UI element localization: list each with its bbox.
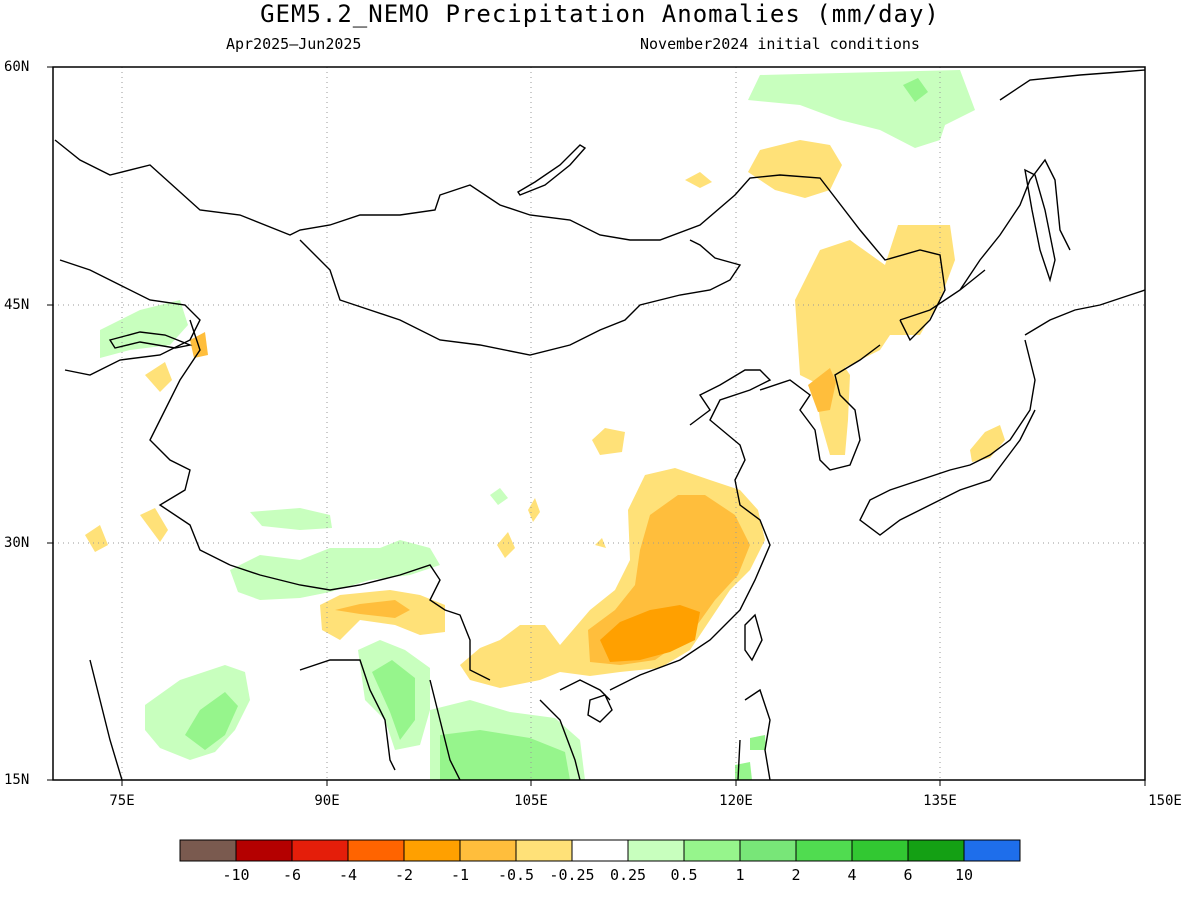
coast-philippines — [737, 688, 771, 780]
dry-patch-pakistan — [140, 508, 168, 542]
map-frame — [52, 66, 1146, 781]
colorbar-tick-label: 6 — [903, 866, 913, 884]
wet-patch-luzon — [750, 735, 766, 750]
lat-label-45n: 45N — [4, 297, 30, 313]
coast-japan — [859, 289, 1145, 536]
border-china-west — [149, 319, 231, 566]
initial-conditions-label: November2024 initial conditions — [640, 35, 920, 53]
colorbar — [179, 839, 1021, 862]
coast-korea — [759, 344, 881, 471]
colorbar-swatch — [347, 839, 405, 862]
lon-label-120e: 120E — [719, 793, 753, 809]
wet-patch-tibet-north — [250, 508, 332, 530]
dry-patch-kazakh-west — [145, 362, 172, 392]
lon-label-75e: 75E — [109, 793, 135, 809]
colorbar-swatch — [459, 839, 517, 862]
colorbar-tick-label: -10 — [222, 866, 250, 884]
colorbar-swatch — [963, 839, 1021, 862]
lat-label-15n: 15N — [4, 772, 30, 788]
border-himalaya — [229, 564, 491, 681]
dry-patch-sichuan-small-2 — [528, 498, 540, 522]
lake-balkhash — [108, 331, 193, 349]
dry-patch-lake-baikal-east — [748, 140, 842, 198]
colorbar-tick-label: -4 — [338, 866, 358, 884]
coast-taiwan — [744, 613, 763, 662]
coast-russia-pacific — [899, 69, 1145, 321]
colorbar-tick-label: -6 — [282, 866, 302, 884]
colorbar-swatch — [683, 839, 741, 862]
wet-patch-northeast-siberia-core — [903, 78, 928, 102]
colorbar-tick-label: 4 — [847, 866, 857, 884]
coast-china-east — [609, 369, 772, 691]
dry-patch-korea-core — [808, 368, 836, 412]
colorbar-swatch — [291, 839, 349, 862]
dry-patch-afghanistan — [85, 525, 108, 552]
wet-patch-india-core — [185, 692, 238, 750]
colorbar-tick-label: 1 — [735, 866, 745, 884]
colorbar-swatch — [403, 839, 461, 862]
colorbar-swatch — [907, 839, 965, 862]
dry-patch-sichuan-small — [497, 532, 515, 558]
coastlines-borders — [54, 69, 1145, 780]
border-kazakhstan — [59, 259, 201, 376]
colorbar-swatch — [235, 839, 293, 862]
colorbar-swatch — [179, 839, 237, 862]
lake-baikal — [517, 144, 587, 196]
colorbar-swatch — [627, 839, 685, 862]
lon-label-135e: 135E — [923, 793, 957, 809]
lon-label-105e: 105E — [514, 793, 548, 809]
wet-patch-indochina-core — [440, 730, 570, 780]
colorbar-swatch — [571, 839, 629, 862]
wet-patch-myanmar-core — [372, 660, 415, 740]
coast-sakhalin — [1024, 168, 1056, 283]
dry-patch-yunnan-small — [595, 538, 606, 548]
colorbar-swatch — [515, 839, 573, 862]
colorbar-tick-label: 10 — [954, 866, 974, 884]
dry-patch-manchuria — [795, 225, 955, 385]
anomaly-shading — [85, 70, 1005, 780]
border-mongolia — [299, 239, 742, 356]
colorbar-tick-label: 2 — [791, 866, 801, 884]
wet-patch-small-central — [490, 488, 508, 505]
wet-patch-himalaya — [230, 540, 440, 600]
coast-india — [89, 659, 396, 780]
lat-label-30n: 30N — [4, 535, 30, 551]
colorbar-tick-label: -2 — [394, 866, 414, 884]
map-title: GEM5.2_NEMO Precipitation Anomalies (mm/… — [260, 0, 940, 28]
dry-patch-south-china-strong — [600, 605, 700, 662]
dry-patch-assam-core — [335, 600, 410, 618]
colorbar-tick-label: 0.5 — [670, 866, 698, 884]
wet-patch-india — [145, 665, 250, 760]
colorbar-tick-label: -0.5 — [497, 866, 535, 884]
axis-ticks — [47, 66, 1146, 786]
dry-patch-japan — [970, 425, 1005, 462]
colorbar-tick-label: -1 — [450, 866, 470, 884]
coast-hainan — [587, 694, 613, 723]
colorbar-tick-label: 0.25 — [609, 866, 647, 884]
dry-patch-mongolia-east — [685, 172, 712, 188]
wet-patch-kazakhstan — [100, 300, 188, 358]
colorbar-swatch — [739, 839, 797, 862]
colorbar-tick-label: -0.25 — [549, 866, 595, 884]
lon-label-150e: 150E — [1148, 793, 1182, 809]
forecast-period: Apr2025–Jun2025 — [226, 35, 362, 53]
lat-label-60n: 60N — [4, 59, 30, 75]
border-russia-southern — [54, 139, 946, 342]
graticule — [53, 67, 1145, 780]
colorbar-swatch — [795, 839, 853, 862]
dry-patch-central-china — [592, 428, 625, 455]
wet-patch-northeast-siberia — [748, 70, 975, 148]
lon-label-90e: 90E — [314, 793, 340, 809]
colorbar-swatch — [851, 839, 909, 862]
